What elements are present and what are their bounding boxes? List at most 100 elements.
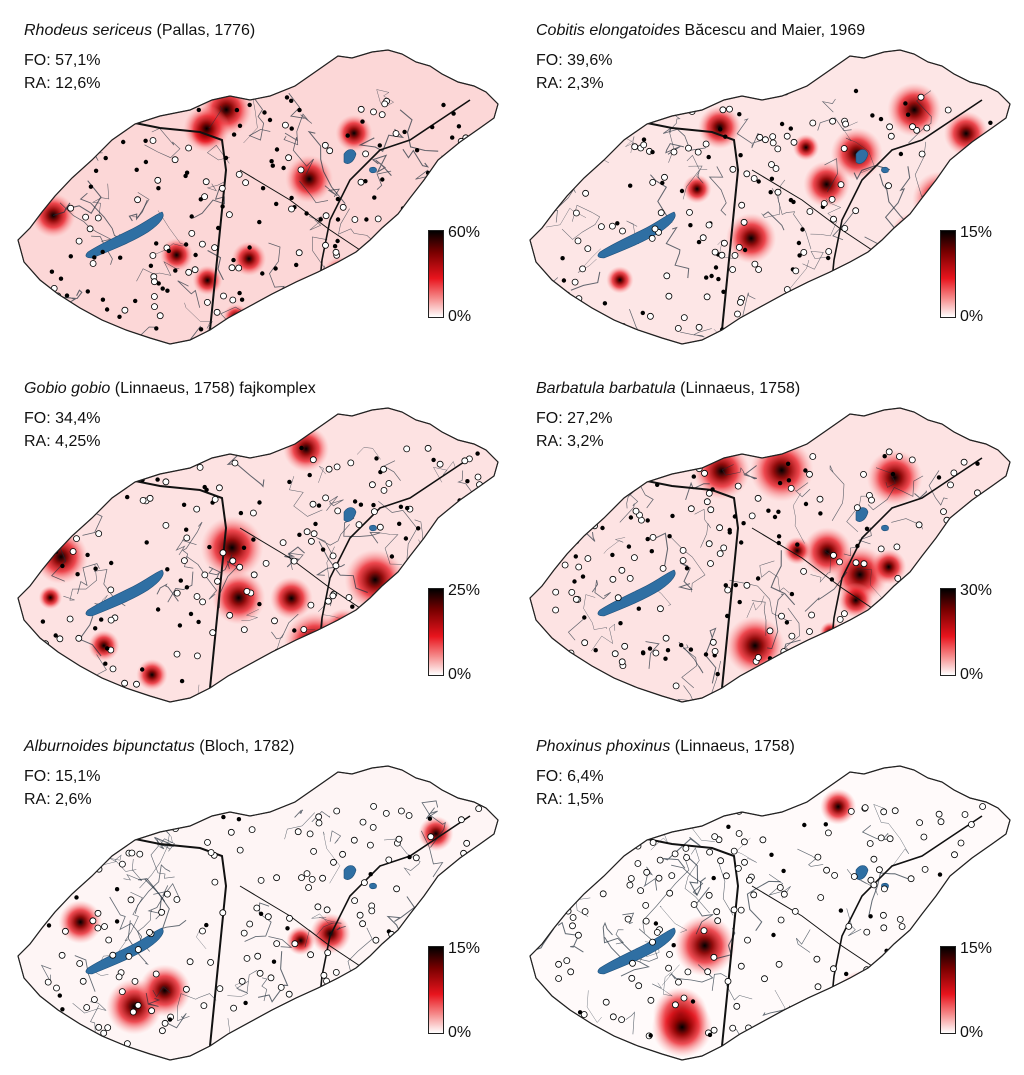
site-absent (882, 967, 890, 975)
site-present (725, 613, 730, 619)
river-line (144, 128, 181, 159)
river-line (761, 179, 786, 218)
site-absent (918, 150, 926, 158)
site-absent (331, 304, 338, 312)
site-absent (775, 960, 783, 968)
river-line (552, 489, 579, 536)
site-absent (813, 955, 821, 963)
site-present (360, 119, 365, 124)
site-absent (609, 1013, 617, 1021)
site-present (815, 324, 820, 329)
lake (85, 927, 164, 975)
site-absent (677, 101, 684, 109)
river-line (694, 508, 712, 548)
river-line (795, 929, 811, 953)
site-absent (599, 890, 607, 898)
site-absent (218, 184, 226, 192)
site-absent (836, 558, 844, 566)
site-absent (666, 950, 673, 958)
site-absent (885, 448, 893, 456)
site-present (68, 254, 74, 259)
site-present (204, 922, 209, 928)
site-present (247, 1028, 252, 1033)
lake (855, 865, 869, 880)
site-present (732, 514, 738, 519)
site-absent (791, 907, 799, 915)
site-absent (665, 964, 673, 972)
river-line (837, 1005, 876, 1050)
site-absent (182, 985, 190, 993)
river-line (390, 243, 415, 287)
site-present (580, 574, 586, 579)
site-present (855, 543, 860, 549)
site-present (864, 526, 870, 531)
site-absent (716, 524, 724, 532)
site-present (441, 102, 446, 108)
river-line (810, 550, 831, 583)
site-absent (163, 890, 171, 898)
site-absent (861, 290, 869, 298)
site-present (239, 297, 245, 302)
site-absent (385, 856, 393, 864)
site-present (417, 187, 423, 192)
river-line (376, 89, 395, 108)
site-absent (381, 100, 389, 108)
site-absent (319, 874, 327, 882)
site-present (776, 534, 782, 539)
river-line (795, 482, 811, 498)
river-line (857, 526, 872, 545)
site-present (385, 641, 390, 646)
site-present (181, 502, 187, 507)
site-present (335, 217, 341, 222)
site-absent (307, 537, 315, 545)
site-present (287, 479, 292, 485)
site-present (648, 1033, 653, 1038)
river-line (163, 1013, 187, 1029)
site-absent (805, 1001, 813, 1009)
site-absent (733, 1002, 741, 1010)
site-absent (243, 954, 251, 962)
river-line (538, 890, 573, 904)
site-present (85, 289, 91, 294)
river-line (358, 128, 405, 152)
site-absent (332, 248, 340, 256)
river-line (208, 105, 222, 129)
site-absent (700, 927, 708, 935)
river-line (196, 684, 207, 702)
site-absent (447, 876, 455, 884)
site-absent (312, 637, 320, 645)
river-line (421, 800, 446, 848)
river-line (208, 554, 233, 580)
site-absent (53, 984, 60, 992)
site-present (60, 563, 65, 569)
site-absent (734, 310, 741, 318)
site-present (58, 276, 64, 281)
river-line (326, 495, 344, 511)
site-present (414, 148, 420, 153)
site-present (636, 606, 641, 611)
site-absent (104, 1024, 112, 1032)
site-present (143, 159, 149, 165)
site-absent (95, 530, 103, 538)
site-absent (211, 495, 219, 503)
site-absent (306, 830, 314, 838)
site-absent (731, 251, 739, 259)
site-absent (322, 212, 330, 220)
site-absent (637, 887, 645, 895)
river-line (686, 154, 708, 170)
color-scale-legend: 15% 0% (940, 224, 1020, 340)
river-line (443, 172, 462, 185)
site-absent (805, 323, 813, 331)
site-absent (806, 208, 814, 215)
site-present (109, 560, 114, 566)
site-absent (75, 237, 83, 245)
site-absent (267, 974, 275, 982)
river-line (236, 970, 258, 994)
site-absent (631, 143, 639, 151)
site-absent (238, 977, 246, 985)
scale-min-label: 0% (448, 1024, 472, 1041)
site-present (738, 153, 743, 158)
site-absent (138, 816, 146, 823)
hotspot (323, 608, 365, 650)
site-present (726, 824, 731, 829)
